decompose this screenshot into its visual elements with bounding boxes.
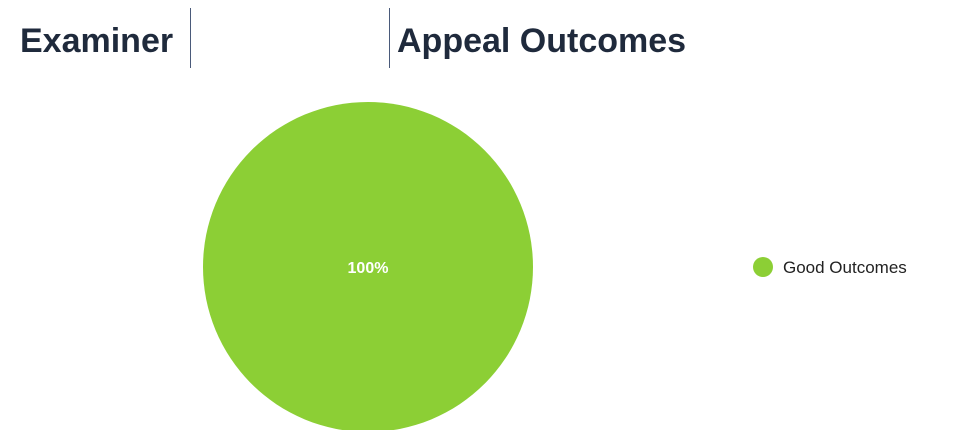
title-part: Examiner: [20, 22, 173, 60]
legend-label: Good Outcomes: [783, 258, 907, 277]
legend-swatch: [753, 257, 773, 277]
data-label: 100%: [348, 260, 389, 277]
title-part: Appeal Outcomes: [397, 22, 686, 60]
pie-slice: [203, 102, 533, 430]
